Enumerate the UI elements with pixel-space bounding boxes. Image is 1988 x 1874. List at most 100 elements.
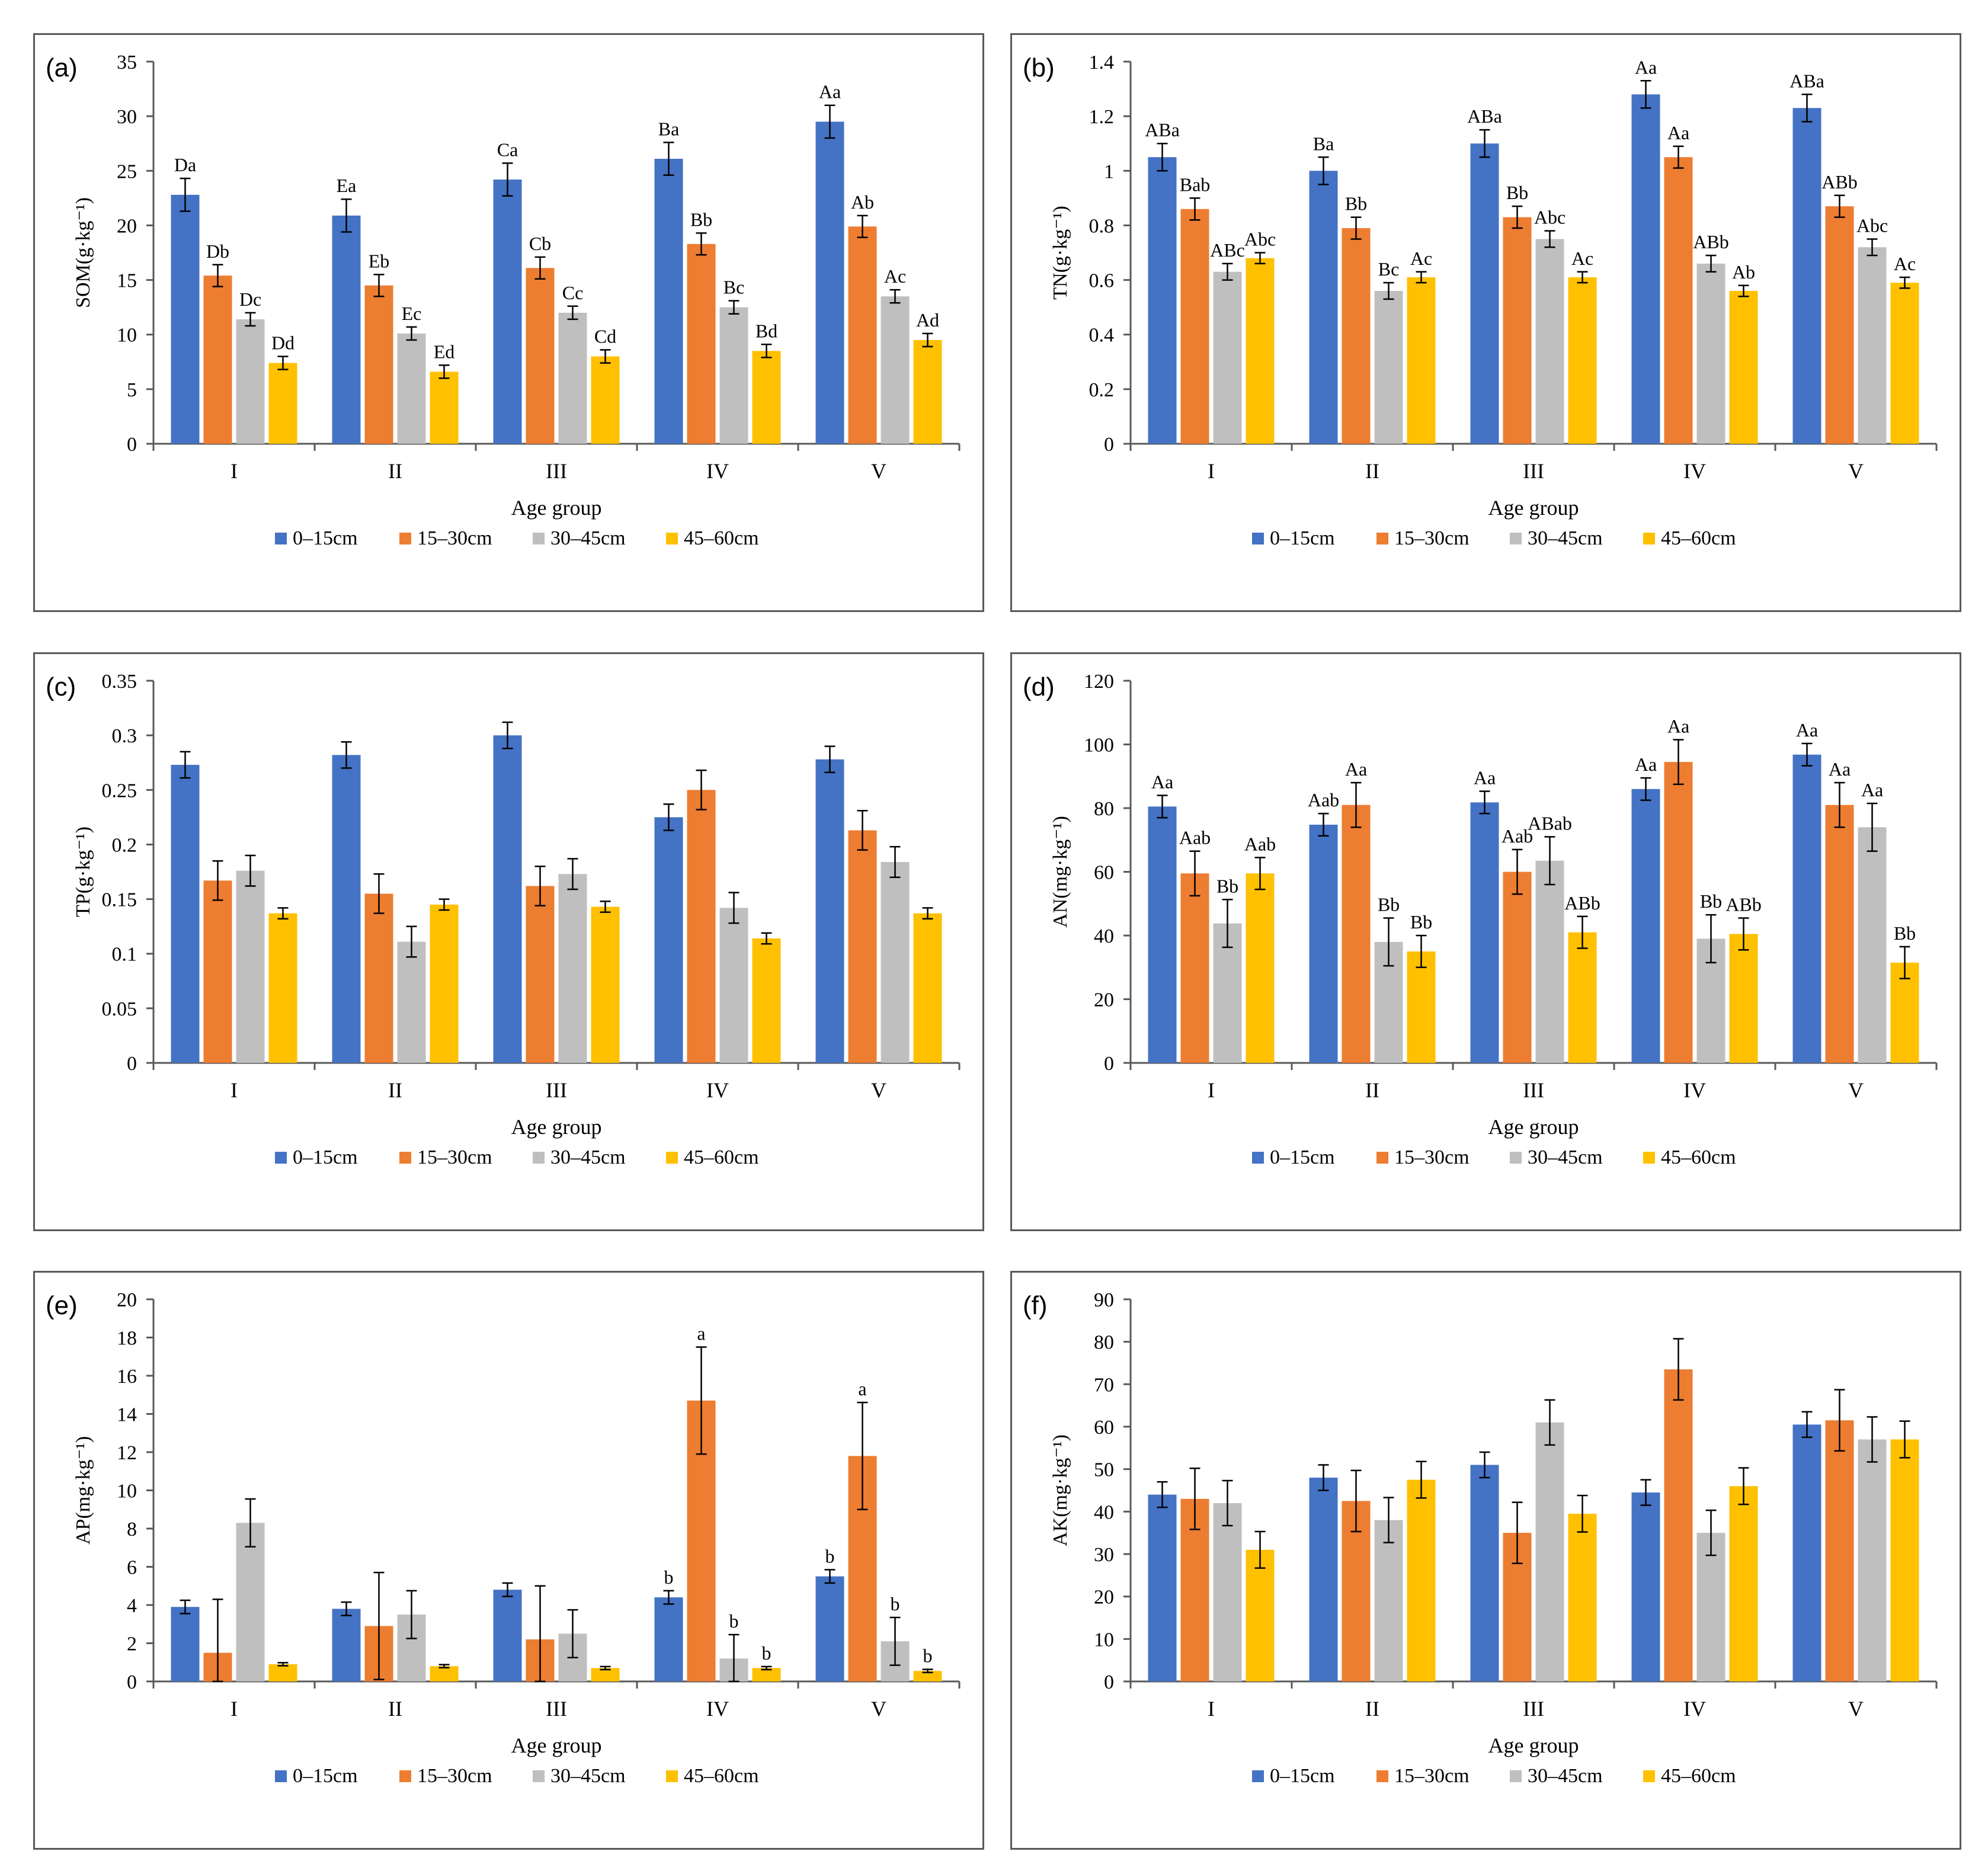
- significance-label: ABb: [1564, 892, 1600, 914]
- significance-label: Cb: [529, 233, 551, 254]
- y-tick-label: 10: [117, 1481, 137, 1503]
- significance-label: Cc: [562, 282, 584, 303]
- legend-swatch: [1252, 1770, 1264, 1782]
- panel-label: (b): [1023, 53, 1055, 82]
- y-tick-label: 50: [1094, 1459, 1114, 1481]
- x-tick-label: III: [1523, 1078, 1544, 1102]
- significance-label: ABc: [1210, 239, 1245, 261]
- significance-label: Aa: [1474, 767, 1496, 789]
- y-tick-label: 100: [1084, 735, 1114, 757]
- legend-label: 45–60cm: [684, 1146, 759, 1168]
- bar: [332, 1609, 361, 1681]
- y-tick-label: 6: [127, 1557, 137, 1579]
- significance-label: Aa: [1151, 771, 1173, 793]
- bar: [1858, 1439, 1887, 1681]
- y-axis-label: TP(g·kg⁻¹): [72, 827, 94, 917]
- x-tick-label: IV: [1683, 1697, 1706, 1721]
- significance-label: Bb: [1700, 890, 1722, 912]
- bar: [1792, 1424, 1821, 1681]
- legend-label: 30–45cm: [550, 1765, 626, 1787]
- y-tick-label: 16: [117, 1366, 137, 1388]
- y-tick-label: 40: [1094, 925, 1114, 947]
- bar: [1213, 1503, 1242, 1681]
- legend-swatch: [1510, 1152, 1522, 1164]
- x-tick-label: II: [388, 459, 402, 483]
- significance-label: Cd: [594, 326, 616, 347]
- significance-label: Bb: [1378, 893, 1400, 915]
- legend-swatch: [399, 1770, 411, 1782]
- legend-swatch: [1376, 1152, 1388, 1164]
- legend-swatch: [1643, 533, 1655, 544]
- significance-label: Ac: [1894, 253, 1916, 274]
- chart-svg: (b)00.20.40.60.811.21.4I II III IV VABaBaABa…: [1023, 52, 1938, 549]
- legend-label: 30–45cm: [1528, 527, 1603, 549]
- significance-label: Ac: [884, 265, 906, 287]
- significance-label: Bb: [1217, 875, 1238, 896]
- bar: [1568, 277, 1597, 444]
- legend-label: 30–45cm: [550, 1146, 626, 1168]
- x-tick-label: I: [231, 1697, 238, 1721]
- significance-label: Ab: [851, 191, 874, 213]
- x-tick-label: I: [231, 1078, 238, 1102]
- significance-label: Dc: [239, 289, 261, 310]
- bar: [1213, 271, 1242, 444]
- significance-label: Aa: [819, 81, 841, 102]
- x-tick-label: II: [1365, 1697, 1379, 1721]
- y-tick-label: 1: [1104, 161, 1114, 182]
- panel-label: (e): [46, 1291, 78, 1320]
- bar: [1664, 762, 1693, 1063]
- significance-label: Dd: [271, 332, 294, 354]
- bar: [1180, 873, 1209, 1063]
- significance-label: Aab: [1179, 827, 1211, 848]
- bar: [1825, 805, 1854, 1063]
- x-tick-label: II: [388, 1078, 402, 1102]
- legend-label: 30–45cm: [1528, 1146, 1603, 1168]
- bar: [1148, 1494, 1177, 1681]
- y-tick-label: 14: [117, 1404, 137, 1426]
- x-tick-label: IV: [706, 1697, 729, 1721]
- legend-label: 15–30cm: [1394, 527, 1470, 549]
- x-tick-label: II: [388, 1697, 402, 1721]
- significance-label: Ca: [497, 139, 518, 160]
- bar: [1309, 1478, 1338, 1681]
- significance-label: ABab: [1528, 812, 1572, 834]
- significance-label: Aab: [1244, 833, 1276, 854]
- x-axis-label: Age group: [1488, 1734, 1579, 1757]
- y-tick-label: 20: [1094, 989, 1114, 1011]
- bar: [1729, 291, 1758, 444]
- y-tick-label: 10: [117, 325, 137, 347]
- x-tick-label: III: [546, 1697, 567, 1721]
- y-tick-label: 35: [117, 52, 137, 73]
- y-tick-label: 4: [127, 1595, 137, 1617]
- bar: [493, 735, 522, 1063]
- significance-label: Abc: [1534, 207, 1566, 228]
- significance-label: Aa: [1667, 715, 1689, 736]
- significance-label: ABa: [1789, 70, 1824, 91]
- y-tick-label: 2: [127, 1633, 137, 1655]
- significance-label: a: [858, 1378, 866, 1399]
- x-tick-label: II: [1365, 459, 1379, 483]
- significance-label: Bb: [1410, 911, 1432, 933]
- bar: [1631, 1492, 1660, 1681]
- legend-label: 0–15cm: [293, 1765, 358, 1787]
- significance-label: Ac: [1571, 248, 1593, 269]
- significance-label: Db: [206, 241, 229, 262]
- x-tick-label: V: [1848, 1697, 1864, 1721]
- panel-label: (f): [1023, 1291, 1048, 1320]
- x-axis-label: Age group: [511, 1734, 602, 1757]
- significance-label: b: [923, 1645, 933, 1667]
- y-tick-label: 30: [117, 106, 137, 128]
- bar: [881, 296, 910, 444]
- y-tick-label: 1.4: [1089, 52, 1115, 73]
- legend-label: 0–15cm: [293, 1146, 358, 1168]
- legend-swatch: [1252, 533, 1264, 544]
- bar: [1309, 824, 1338, 1063]
- bar: [171, 1607, 200, 1681]
- significance-label: b: [891, 1593, 900, 1614]
- y-tick-label: 80: [1094, 1332, 1114, 1354]
- bar: [1729, 1486, 1758, 1681]
- y-tick-label: 70: [1094, 1374, 1114, 1396]
- significance-label: b: [729, 1610, 739, 1632]
